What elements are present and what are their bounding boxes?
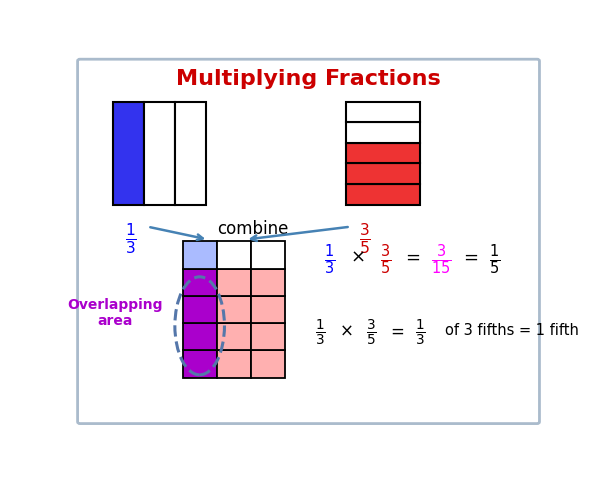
Bar	[346, 184, 421, 205]
Text: $\frac{3}{5}$: $\frac{3}{5}$	[359, 221, 370, 256]
Bar	[251, 296, 285, 323]
Bar	[217, 350, 251, 378]
Text: Multiplying Fractions: Multiplying Fractions	[176, 69, 441, 89]
Text: Overlapping
area: Overlapping area	[67, 298, 163, 328]
Text: $\times$: $\times$	[339, 322, 353, 339]
Text: $\frac{3}{15}$: $\frac{3}{15}$	[431, 242, 452, 277]
Bar	[346, 143, 421, 163]
Bar	[217, 296, 251, 323]
Bar	[346, 101, 421, 122]
Bar	[182, 350, 217, 378]
Bar	[251, 241, 285, 269]
Text: $\frac{1}{3}$: $\frac{1}{3}$	[125, 221, 137, 256]
Text: $=$: $=$	[402, 248, 420, 266]
Bar	[217, 323, 251, 350]
Bar	[346, 122, 421, 143]
Text: $\times$: $\times$	[350, 248, 365, 266]
Bar	[251, 269, 285, 296]
Bar	[182, 241, 217, 269]
Bar	[175, 101, 206, 205]
Bar	[217, 269, 251, 296]
Text: $\frac{1}{3}$: $\frac{1}{3}$	[415, 318, 426, 348]
Bar	[182, 269, 217, 296]
Bar	[217, 241, 251, 269]
Text: $\frac{3}{5}$: $\frac{3}{5}$	[380, 242, 391, 277]
Text: of 3 fifths = 1 fifth: of 3 fifths = 1 fifth	[445, 323, 579, 338]
Bar	[251, 350, 285, 378]
Text: $\frac{1}{3}$: $\frac{1}{3}$	[315, 318, 326, 348]
Bar	[182, 296, 217, 323]
Bar	[182, 323, 217, 350]
Text: $\frac{1}{3}$: $\frac{1}{3}$	[324, 242, 335, 277]
Bar	[251, 323, 285, 350]
Text: $=$: $=$	[460, 248, 479, 266]
Text: $=$: $=$	[387, 322, 405, 339]
Text: $\frac{1}{5}$: $\frac{1}{5}$	[489, 242, 501, 277]
Bar	[346, 163, 421, 184]
Bar	[113, 101, 144, 205]
Text: combine: combine	[217, 219, 288, 238]
Bar	[144, 101, 175, 205]
Text: $\frac{3}{5}$: $\frac{3}{5}$	[366, 318, 377, 348]
